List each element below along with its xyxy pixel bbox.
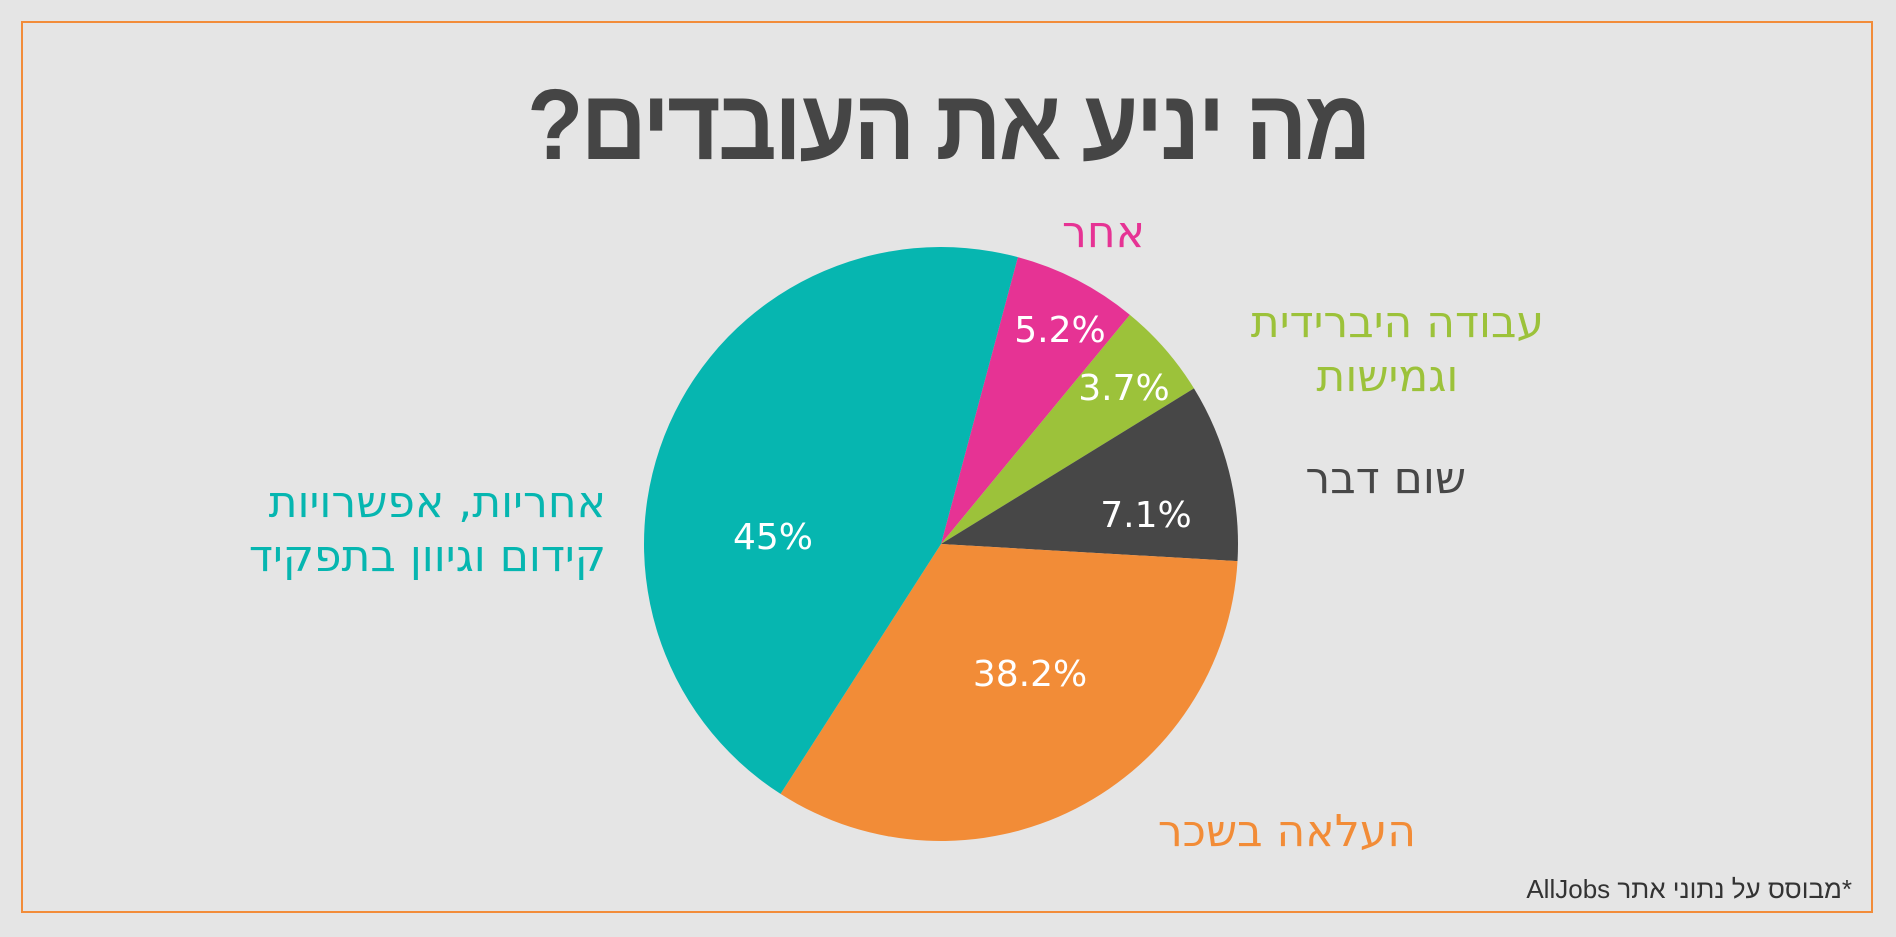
label-other-line: אחר — [1062, 207, 1145, 258]
label-responsibility: אחריות, אפשרויות קידום וגיוון בתפקיד — [249, 476, 606, 584]
label-hybrid-line-2: וגמישות — [1316, 351, 1459, 402]
pie-slice-nothing — [941, 388, 1239, 562]
label-responsibility-line-2: קידום וגיוון בתפקיד — [248, 531, 606, 582]
pie-value-other: 5.2% — [1014, 310, 1105, 351]
label-responsibility-line-1: אחריות, אפשרויות — [268, 477, 606, 528]
pie-slice-other — [941, 257, 1130, 544]
pie-slice-responsibility — [644, 247, 1018, 794]
pie-slice-raise — [780, 544, 1238, 841]
pie-value-hybrid: 3.7% — [1078, 368, 1169, 409]
label-raise: העלאה בשכר — [1158, 805, 1416, 859]
chart-title: מה יניע את העובדים? — [527, 69, 1371, 181]
label-raise-line: העלאה בשכר — [1157, 806, 1416, 857]
source-footnote: *מבוסס על נתוני אתר AllJobs — [1526, 874, 1852, 904]
label-nothing-line: שום דבר — [1305, 453, 1466, 504]
label-nothing: שום דבר — [1305, 452, 1466, 506]
label-other: אחר — [1062, 206, 1145, 260]
pie-slice-hybrid — [941, 314, 1194, 544]
pie-value-raise: 38.2% — [973, 654, 1087, 695]
chart-frame — [21, 21, 1873, 913]
pie-value-responsibility: 45% — [733, 517, 813, 558]
label-hybrid-line-1: עבודה היברידית — [1250, 297, 1544, 348]
pie-value-nothing: 7.1% — [1100, 495, 1191, 536]
label-hybrid: עבודה היברידית וגמישות — [1251, 296, 1544, 404]
